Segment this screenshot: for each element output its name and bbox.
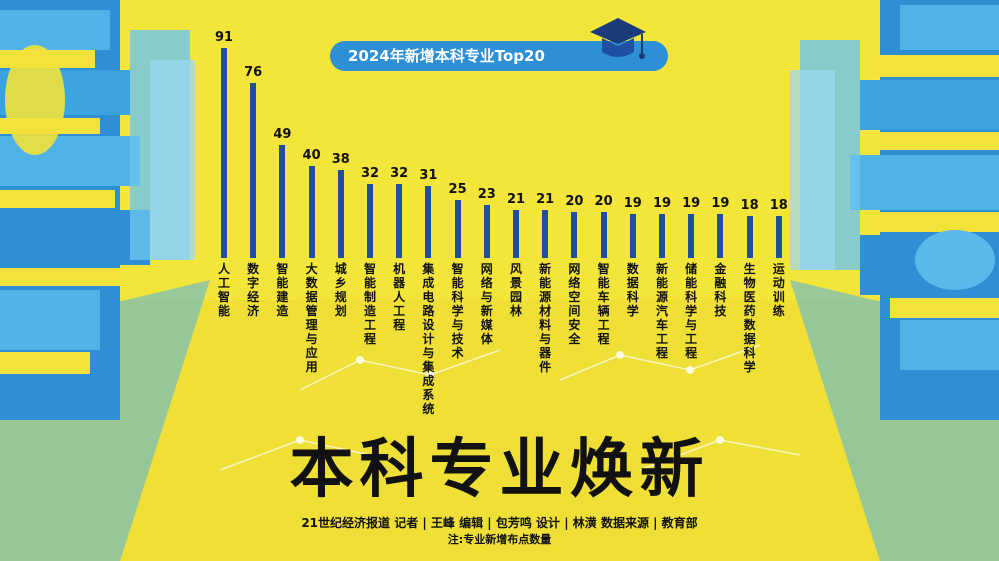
bar xyxy=(717,214,724,258)
bar xyxy=(308,165,315,258)
bar xyxy=(221,48,227,258)
bar xyxy=(688,214,695,258)
bar xyxy=(542,209,549,258)
bar-value-label: 20 xyxy=(565,193,584,209)
category-label: 新能源材料与器件 xyxy=(539,262,552,374)
bar xyxy=(367,184,373,258)
category-label: 机器人工程 xyxy=(393,262,406,332)
bar xyxy=(396,184,403,258)
bar xyxy=(746,216,753,258)
bar-value-label: 49 xyxy=(273,126,292,142)
category-label: 数字经济 xyxy=(247,262,260,318)
category-label: 风景园林 xyxy=(509,262,522,318)
bar xyxy=(279,144,286,258)
left-bookshelf xyxy=(0,0,195,420)
bar xyxy=(775,216,782,258)
category-label: 大数据管理与应用 xyxy=(305,262,318,374)
bar-value-label: 25 xyxy=(448,182,467,198)
category-label: 运动训练 xyxy=(772,262,785,318)
category-label: 智能车辆工程 xyxy=(597,262,610,346)
bar-value-label: 18 xyxy=(740,198,759,214)
bar xyxy=(571,211,578,258)
category-label: 城乡规划 xyxy=(334,262,347,318)
bar-value-label: 76 xyxy=(244,64,263,80)
bar-value-label: 40 xyxy=(302,147,321,163)
category-label: 智能建造 xyxy=(276,262,289,318)
bar xyxy=(513,209,519,258)
category-label: 智能制造工程 xyxy=(363,262,376,346)
bar-value-label: 32 xyxy=(360,166,380,182)
bar xyxy=(659,214,665,258)
right-bookshelf xyxy=(790,0,999,420)
bar-value-label: 19 xyxy=(682,196,701,212)
category-label: 智能科学与技术 xyxy=(451,262,464,360)
bar-value-label: 31 xyxy=(419,168,438,184)
bar xyxy=(250,82,257,258)
footnote: 注:专业新增布点数量 xyxy=(447,533,552,546)
bar-value-label: 21 xyxy=(506,191,526,207)
bar-value-label: 91 xyxy=(214,30,234,45)
bar-value-label: 32 xyxy=(390,166,409,182)
graduation-cap-icon xyxy=(590,18,646,59)
category-label: 新能源汽车工程 xyxy=(655,262,668,360)
bar xyxy=(629,214,636,258)
bar xyxy=(600,211,607,258)
bar-value-label: 21 xyxy=(536,191,555,207)
bar-value-label: 19 xyxy=(652,196,672,212)
category-label: 网络空间安全 xyxy=(568,262,581,346)
bar xyxy=(337,170,344,258)
headline: 本科专业焕新 xyxy=(289,432,710,507)
bar-value-label: 23 xyxy=(477,186,496,202)
bar-value-label: 18 xyxy=(769,198,788,214)
category-label: 数据科学 xyxy=(626,262,639,318)
credits: 21世纪经济报道 记者 | 王峰 编辑 | 包芳鸣 设计 | 林潢 数据来源 |… xyxy=(301,516,698,530)
bar xyxy=(454,200,461,258)
category-label: 网络与新媒体 xyxy=(480,262,493,346)
category-label: 金融科技 xyxy=(714,262,727,318)
bar xyxy=(483,204,490,258)
bar-value-label: 19 xyxy=(623,196,642,212)
bar-value-label: 20 xyxy=(594,193,613,209)
category-label: 人工智能 xyxy=(217,262,230,318)
bar-value-label: 19 xyxy=(711,196,730,212)
bar xyxy=(425,186,432,258)
category-label: 储能科学与工程 xyxy=(685,262,698,360)
category-label: 集成电路设计与集成系统 xyxy=(422,262,435,416)
bar-value-label: 38 xyxy=(331,152,350,168)
category-label: 生物医药数据科学 xyxy=(743,262,756,374)
